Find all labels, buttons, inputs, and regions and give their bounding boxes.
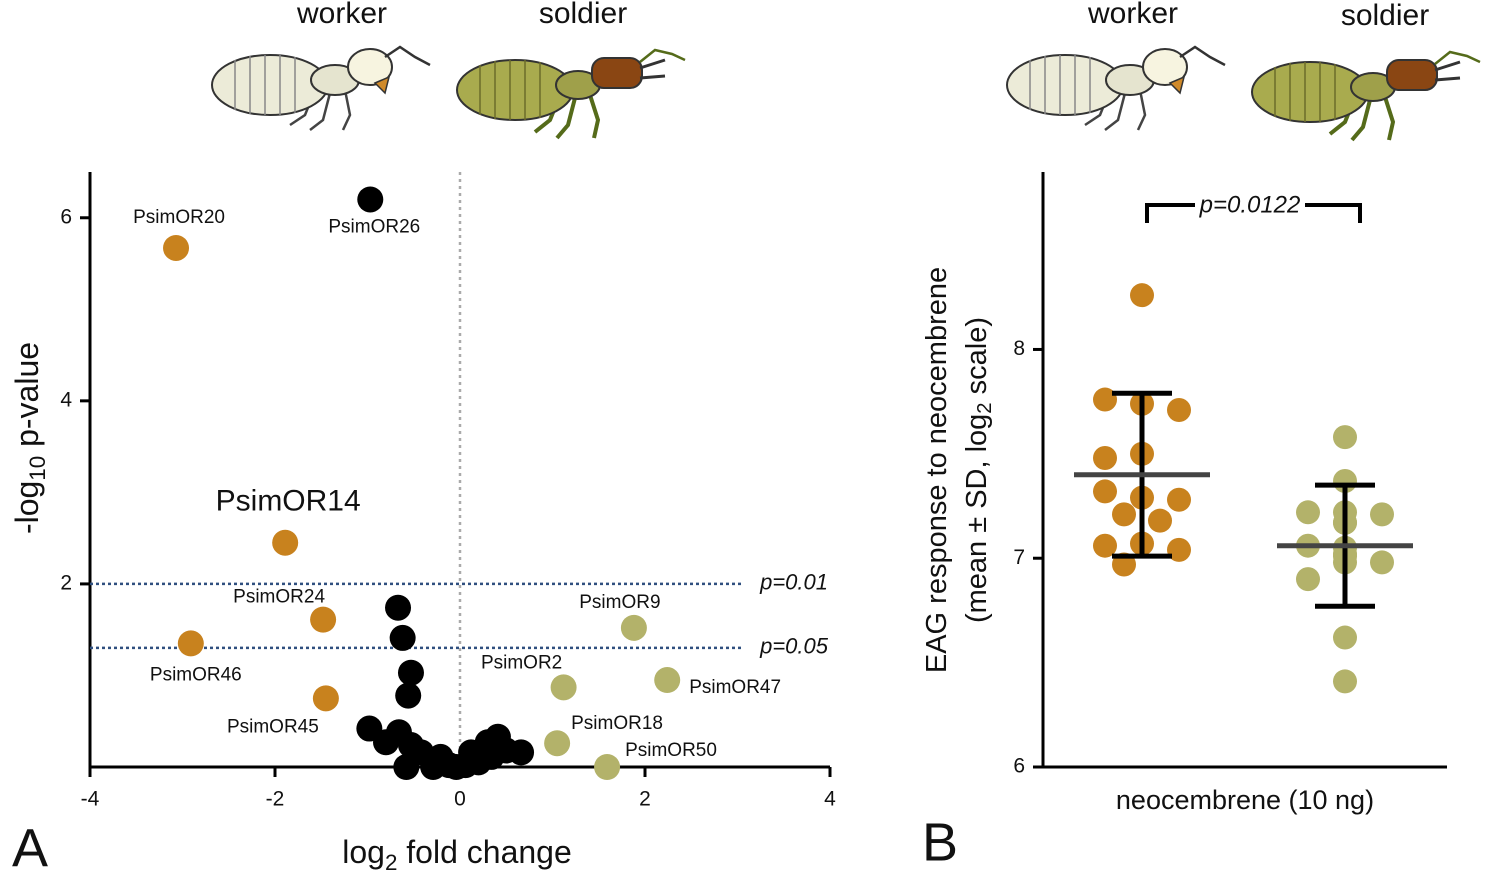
point [478, 743, 505, 770]
axis-title: -log10 p-value [9, 342, 49, 534]
group-label: soldier [1341, 0, 1429, 32]
axis-title-part: p-value [9, 342, 45, 456]
point [1093, 479, 1117, 504]
point [373, 729, 399, 756]
point [1093, 387, 1117, 412]
axis-title-part: fold change [397, 834, 571, 870]
x-tick-label: -4 [81, 788, 100, 811]
axis-title-part: 10 [25, 456, 50, 481]
point [310, 606, 337, 633]
significance-bracket [1145, 203, 1362, 223]
group-label: soldier [539, 0, 627, 30]
point-label: PsimOR14 [216, 485, 361, 518]
point [654, 667, 681, 694]
point [544, 730, 571, 757]
point-label: PsimOR9 [579, 592, 660, 613]
point [1333, 669, 1357, 694]
point [620, 614, 647, 641]
y-tick-label: 8 [1013, 337, 1025, 360]
point-label: PsimOR46 [150, 664, 242, 685]
group-label: worker [1087, 0, 1178, 30]
soldier-drawing [455, 48, 687, 140]
point-label: PsimOR18 [571, 713, 663, 734]
point [1148, 508, 1172, 533]
point [1370, 502, 1394, 527]
y-tick-label: 6 [1013, 755, 1025, 778]
threshold-label: p=0.01 [759, 570, 828, 595]
y-tick-label: 7 [1013, 546, 1025, 569]
point [1093, 446, 1117, 471]
point-label: PsimOR20 [133, 207, 225, 228]
point [357, 186, 384, 213]
point [1130, 283, 1154, 308]
axis-title: (mean ± SD, log2 scale) [961, 317, 997, 623]
soldier-drawing [1250, 50, 1482, 142]
axis-title-part: (mean ± SD, log [961, 414, 993, 623]
point [1093, 533, 1117, 558]
point [1296, 500, 1320, 525]
worker-drawing [1005, 45, 1227, 132]
axis-title: EAG response to neocembrene [921, 267, 953, 673]
point [272, 529, 299, 556]
point [1167, 537, 1191, 562]
point [177, 630, 204, 657]
point [1112, 502, 1136, 527]
point [594, 754, 621, 780]
point-label: PsimOR26 [328, 216, 420, 237]
x-tick-label: neocembrene (10 ng) [1116, 785, 1374, 815]
point-label: PsimOR45 [227, 716, 319, 737]
panel-letter: B [922, 812, 958, 872]
axis-title-part: 2 [385, 850, 397, 875]
x-tick-label: 0 [454, 788, 466, 811]
y-tick-label: 2 [60, 571, 72, 594]
point [550, 674, 577, 701]
point [508, 739, 535, 766]
point [1333, 625, 1357, 650]
point [163, 234, 190, 261]
point-label: PsimOR47 [689, 677, 781, 698]
point [395, 682, 422, 709]
point [397, 659, 424, 686]
point [1370, 550, 1394, 575]
panel-letter: A [12, 818, 48, 877]
point [443, 754, 470, 780]
point-label: PsimOR24 [233, 587, 325, 608]
threshold-label: p=0.05 [759, 634, 829, 659]
axis-title-part: EAG response to neocembrene [921, 267, 953, 673]
point [1167, 398, 1191, 422]
point [1296, 567, 1320, 592]
worker-drawing [210, 45, 432, 132]
x-tick-label: 4 [824, 788, 836, 811]
axis-title-part: log [342, 834, 385, 870]
group-label: worker [296, 0, 387, 30]
point-label: PsimOR50 [625, 740, 717, 761]
axis-title: log2 fold change [342, 834, 572, 874]
y-tick-label: 4 [60, 388, 72, 411]
x-tick-label: 2 [639, 788, 651, 811]
point [312, 685, 339, 712]
axis-title-part: -log [9, 481, 45, 534]
point [1167, 487, 1191, 512]
point [1333, 425, 1357, 450]
axis-title-part: scale) [961, 317, 993, 402]
axis-title-part: 2 [974, 402, 996, 413]
point [389, 624, 416, 651]
point [385, 594, 412, 621]
y-tick-label: 6 [60, 205, 72, 228]
annotation: p=0.0122 [1199, 191, 1301, 218]
x-tick-label: -2 [266, 788, 285, 811]
point-label: PsimOR2 [481, 652, 562, 673]
point [393, 754, 420, 780]
